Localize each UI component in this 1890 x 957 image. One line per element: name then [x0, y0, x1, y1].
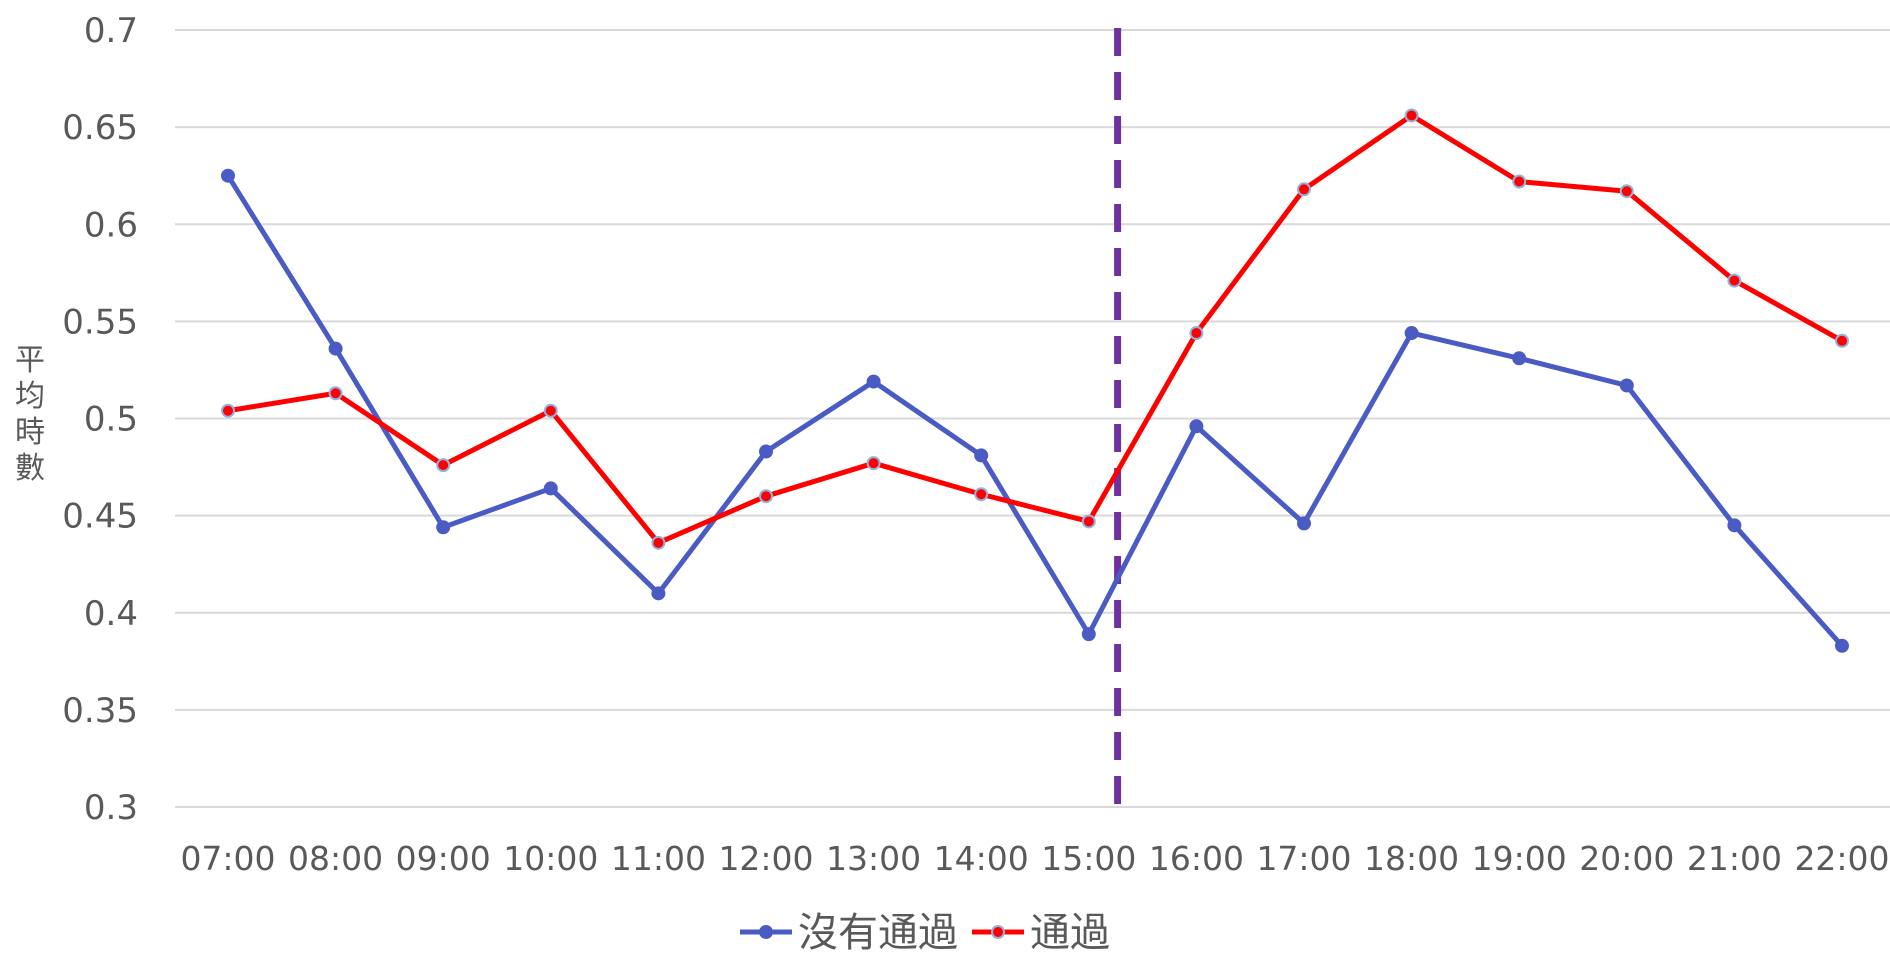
x-tick-label: 20:00	[1579, 839, 1674, 878]
x-tick-label: 18:00	[1364, 839, 1459, 878]
data-point	[1727, 273, 1742, 288]
data-point	[1189, 419, 1204, 434]
data-point	[1619, 378, 1634, 393]
data-point	[974, 448, 989, 463]
y-tick-label: 0.55	[62, 302, 138, 342]
data-point	[221, 168, 235, 183]
y-tick-label: 0.35	[62, 691, 138, 731]
data-point	[759, 444, 773, 459]
y-axis-label-char: 時	[15, 415, 45, 450]
y-axis-label-char: 平	[15, 343, 45, 378]
data-point	[1297, 182, 1311, 197]
data-point	[866, 456, 881, 471]
x-tick-label: 17:00	[1256, 839, 1351, 878]
data-point	[328, 341, 343, 356]
series-line-1	[225, 174, 1844, 648]
y-tick-label: 0.4	[84, 594, 138, 634]
data-point	[1835, 333, 1849, 348]
series-lines	[221, 108, 1849, 653]
y-axis-label-char: 均	[15, 379, 45, 414]
data-point	[1081, 514, 1096, 529]
x-tick-label: 12:00	[718, 839, 813, 878]
x-tick-label: 21:00	[1687, 839, 1782, 878]
data-point	[1835, 638, 1849, 653]
y-axis-label-char: 數	[15, 451, 45, 486]
x-tick-label: 15:00	[1041, 839, 1136, 878]
x-tick-label: 16:00	[1149, 839, 1244, 878]
x-tick-labels: 07:00 08:00 09:00 10:00 11:00 12:00 13:00 14:00…	[180, 839, 1889, 878]
y-tick-label: 0.6	[84, 205, 138, 245]
data-point	[436, 458, 451, 473]
data-point	[1081, 627, 1096, 642]
series-line-2	[227, 112, 1844, 546]
data-point	[1189, 326, 1204, 341]
legend-swatch-marker	[991, 925, 1005, 939]
data-point	[759, 489, 773, 504]
y-tick-label: 0.45	[62, 497, 138, 537]
data-point	[1404, 326, 1419, 341]
legend-label: 通過	[1030, 910, 1110, 953]
x-tick-label: 09:00	[396, 839, 491, 878]
y-tick-label: 0.65	[62, 108, 138, 148]
y-tick-labels: 0.7 0.65 0.6 0.55 0.5 0.45 0.4 0.35 0.3	[62, 11, 138, 828]
x-tick-label: 11:00	[611, 839, 706, 878]
data-point	[866, 374, 881, 389]
data-point	[1512, 351, 1527, 366]
data-point	[651, 535, 666, 550]
legend: 沒有通過 通過	[740, 910, 1110, 956]
legend-swatch-marker	[759, 925, 773, 939]
data-point	[436, 520, 451, 535]
x-tick-label: 13:00	[826, 839, 921, 878]
x-tick-label: 19:00	[1472, 839, 1567, 878]
legend-label: 沒有通過	[798, 910, 958, 953]
data-point	[1512, 174, 1527, 189]
gridlines	[175, 29, 1890, 808]
data-point	[1619, 184, 1634, 199]
x-tick-label: 22:00	[1794, 839, 1889, 878]
data-point	[1404, 108, 1419, 123]
y-tick-label: 0.3	[84, 788, 138, 828]
x-tick-label: 08:00	[288, 839, 383, 878]
data-point	[651, 586, 666, 601]
data-point	[1727, 518, 1742, 533]
x-tick-label: 07:00	[180, 839, 275, 878]
data-point	[1297, 516, 1311, 531]
data-point	[328, 386, 343, 401]
y-tick-label: 0.5	[84, 400, 138, 440]
data-point	[221, 403, 235, 418]
data-point	[974, 487, 989, 502]
x-tick-label: 10:00	[503, 839, 598, 878]
x-tick-label: 14:00	[934, 839, 1029, 878]
data-point	[543, 481, 558, 496]
y-tick-label: 0.7	[84, 11, 138, 51]
data-point	[543, 403, 558, 418]
